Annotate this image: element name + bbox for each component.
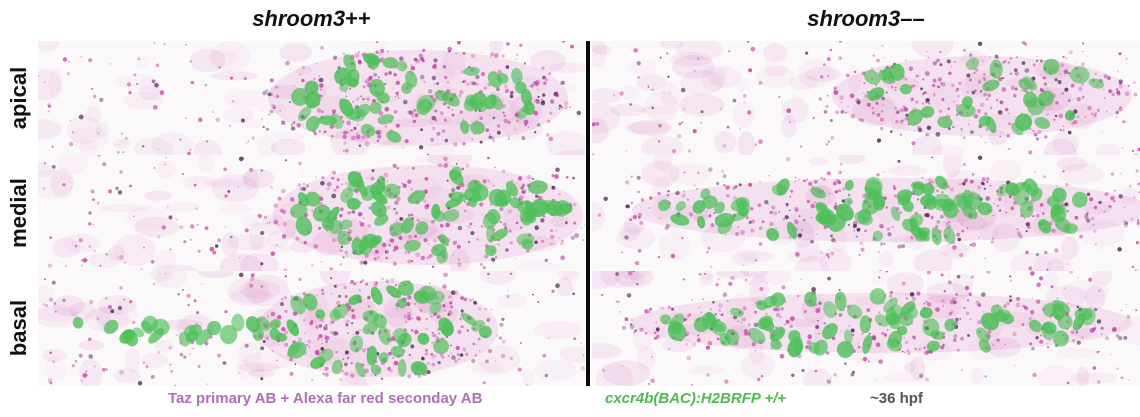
gene-name: shroom3 [252, 6, 346, 31]
panel-mutant-apical [592, 41, 1140, 155]
gene-name: shroom3 [807, 6, 901, 31]
row-label-medial: medial [6, 178, 32, 248]
micrograph [592, 155, 1140, 271]
genotype-suffix: ++ [345, 6, 371, 31]
row-label-apical: apical [6, 66, 31, 130]
micrograph [592, 271, 1140, 386]
genotype-suffix: –– [900, 6, 925, 31]
caption-antibody: Taz primary AB + Alexa far red seconday … [168, 390, 483, 407]
micrograph [38, 271, 585, 386]
panel-wildtype-basal [38, 271, 585, 386]
column-title-wildtype: shroom3++ [38, 6, 585, 32]
panel-wildtype-apical [38, 41, 585, 155]
micrograph [38, 155, 585, 271]
caption-transgenic-line: cxcr4b(BAC):H2BRFP +/+ [605, 390, 787, 407]
micrograph [38, 41, 585, 155]
panel-mutant-medial [592, 155, 1140, 271]
row-label-basal: basal [6, 299, 32, 357]
panel-wildtype-medial [38, 155, 585, 271]
panel-divider [586, 41, 590, 386]
panel-mutant-basal [592, 271, 1140, 386]
column-title-mutant: shroom3–– [592, 6, 1140, 32]
caption-stage: ~36 hpf [870, 390, 923, 407]
micrograph [592, 41, 1140, 155]
